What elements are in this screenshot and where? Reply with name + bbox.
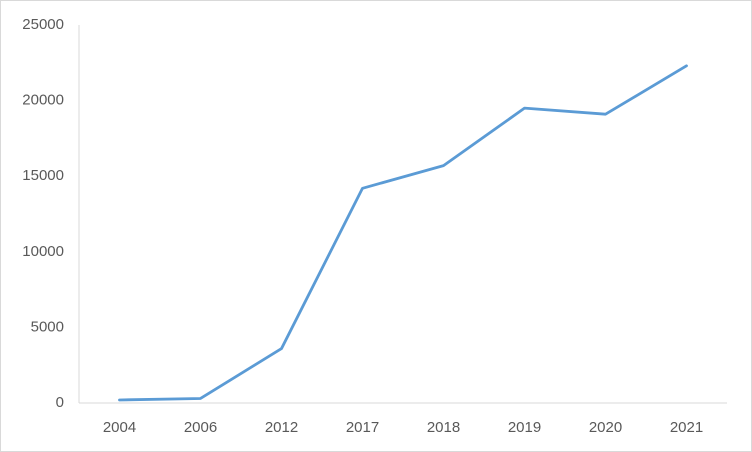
x-tick-label: 2021	[670, 419, 703, 436]
y-tick-label: 5000	[31, 318, 64, 335]
x-tick-label: 2020	[589, 419, 622, 436]
data-line	[118, 64, 688, 402]
y-tick-label: 0	[56, 394, 64, 411]
x-tick-label: 2004	[103, 419, 136, 436]
x-tick-label: 2006	[184, 419, 217, 436]
y-tick-label: 10000	[22, 243, 64, 260]
x-tick-label: 2019	[508, 419, 541, 436]
x-tick-label: 2012	[265, 419, 298, 436]
y-tick-label: 25000	[22, 16, 64, 33]
y-tick-label: 15000	[22, 167, 64, 184]
y-tick-label: 20000	[22, 92, 64, 109]
x-tick-label: 2017	[346, 419, 379, 436]
x-tick-label: 2018	[427, 419, 460, 436]
